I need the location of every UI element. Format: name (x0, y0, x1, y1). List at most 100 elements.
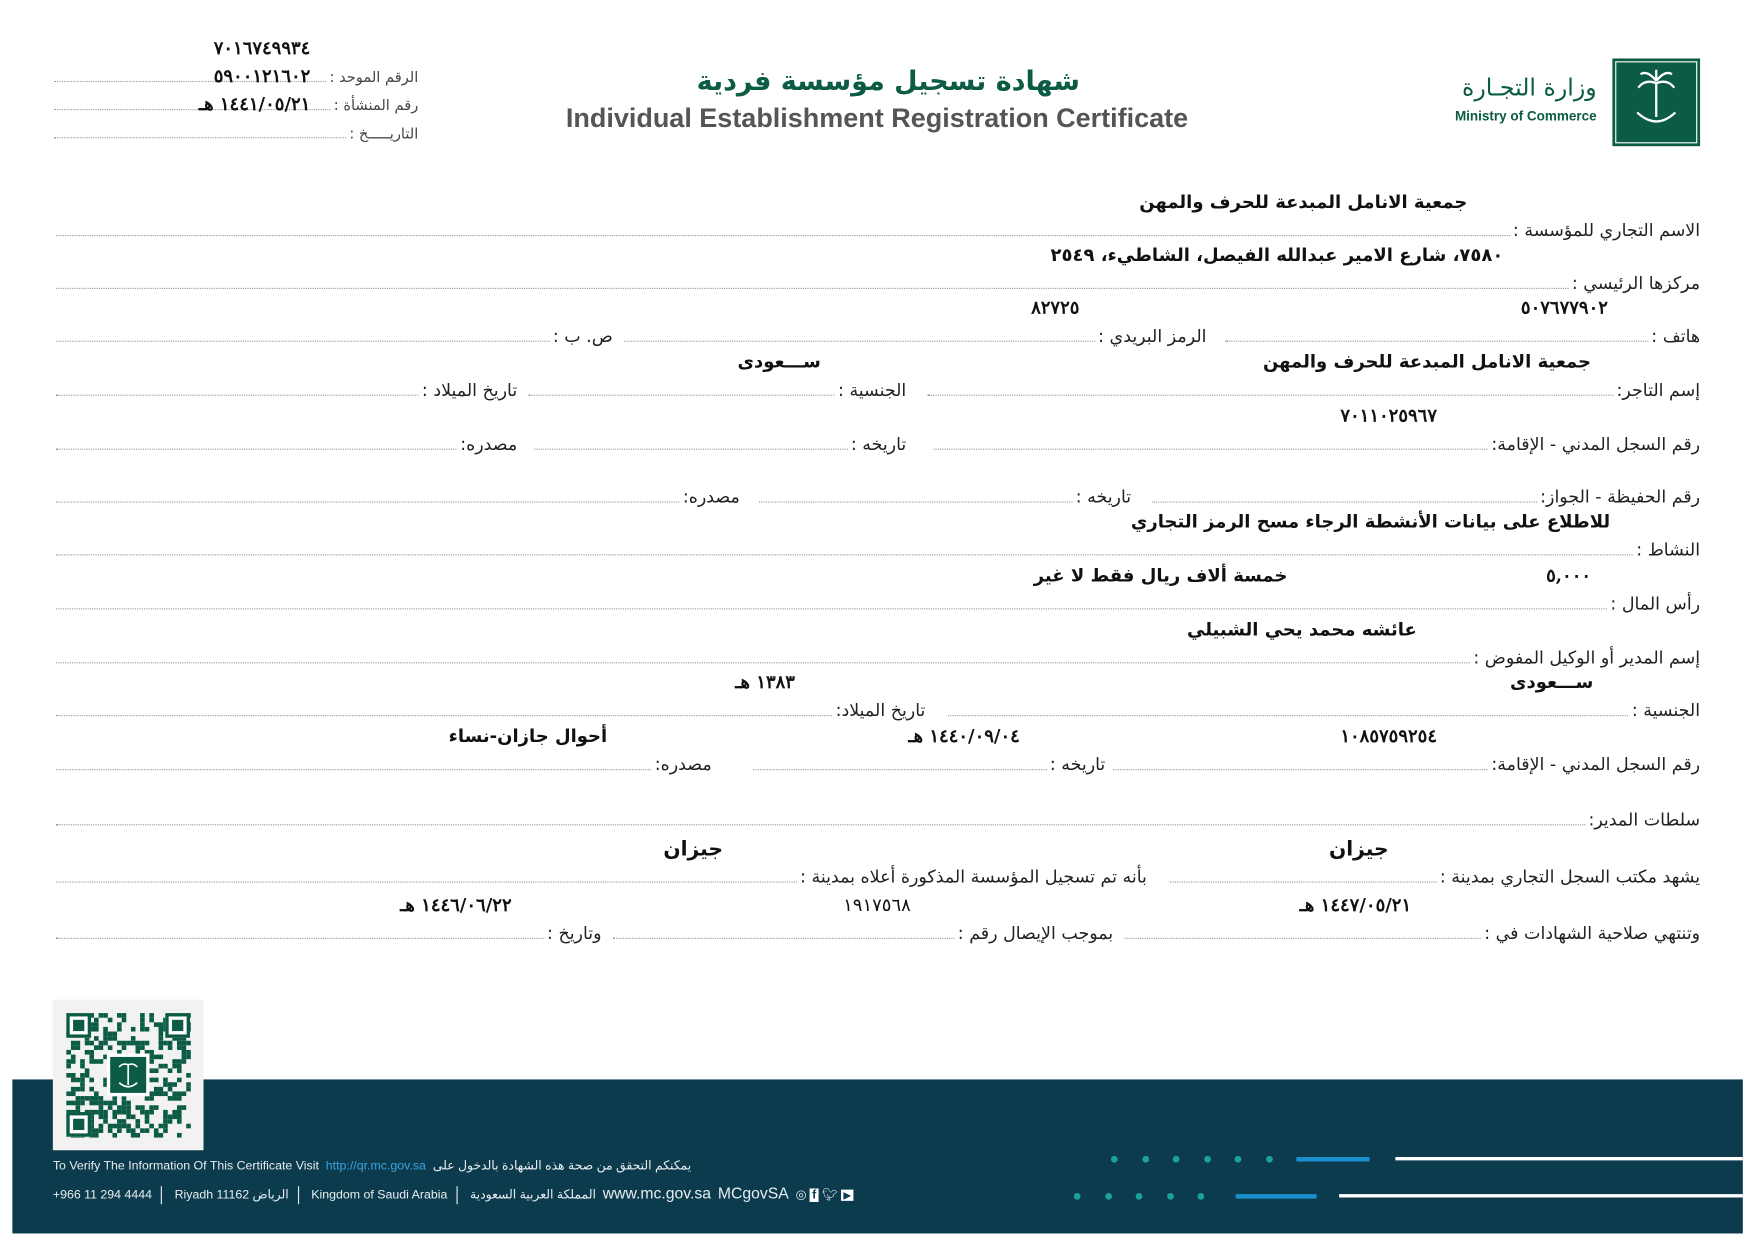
receipt-number-value: ١٩١٧٥٦٨ (843, 893, 911, 916)
unified-number-field: الرقم الموحد : ٧٠١٦٧٤٩٩٣٤ (53, 37, 419, 87)
footer-country-ar: المملكة العربية السعودية (469, 1188, 596, 1202)
manager-source-field: مصدره: أحوال جازان-نساء (56, 725, 712, 775)
establishment-number-label: رقم المنشأة : (333, 97, 419, 115)
verify-link[interactable]: http://qr.mc.gov.sa (325, 1159, 426, 1173)
twitter-icon[interactable]: 🐦︎ (821, 1188, 838, 1202)
receipt-date-label: وتاريخ : (547, 923, 602, 944)
birth-date-field: تاريخ الميلاد : (56, 378, 517, 400)
phone-value: ٥٠٧٦٧٧٩٠٢ (1520, 296, 1608, 319)
manager-nationality-value: ســـعودى (1509, 671, 1594, 693)
manager-powers-field: سلطات المدير: (56, 807, 1701, 830)
manager-civil-field: رقم السجل المدني - الإقامة: ١٠٨٥٧٥٩٢٥٤ (1113, 725, 1701, 775)
headquarters-field: مركزها الرئيسي : ٧٥٨٠، شارع الامير عبدال… (56, 244, 1701, 294)
civil-source-label: مصدره: (460, 434, 518, 455)
phone-label: هاتف : (1651, 326, 1701, 347)
manager-civil-date-value: ١٤٤٠/٠٩/٠٤ هـ (908, 725, 1020, 747)
manager-nationality-label: الجنسية : (1631, 700, 1701, 721)
phone-field: هاتف : ٥٠٧٦٧٧٩٠٢ (1225, 297, 1701, 347)
manager-birth-date-label: تاريخ الميلاد: (835, 700, 926, 721)
footer-phone: +966 11 294 4444 (52, 1188, 153, 1202)
manager-powers-label: سلطات المدير: (1588, 809, 1701, 830)
manager-name-label: إسم المدير أو الوكيل المفوض : (1473, 647, 1701, 668)
receipt-number-label: بموجب الإيصال رقم : (957, 923, 1114, 944)
manager-civil-value: ١٠٨٥٧٥٩٢٥٤ (1340, 725, 1437, 747)
manager-civil-date-label: تاريخه : (1049, 754, 1106, 775)
manager-birth-date-field: تاريخ الميلاد: ١٣٨٣ هـ (56, 671, 926, 721)
merchant-name-value: جمعية الانامل المبدعة للحرف والمهن (1262, 350, 1592, 373)
po-box-field: ص. ب : (56, 324, 613, 346)
expiry-date-label: وتنتهي صلاحية الشهادات في : (1484, 923, 1701, 944)
capital-field: رأس المال : ٥,٠٠٠ خمسة ألاف ريال فقط لا … (56, 564, 1701, 614)
registration-city-field: بأنه تم تسجيل المؤسسة المذكورة أعلاه بمد… (56, 838, 1147, 888)
footer-country-en: Kingdom of Saudi Arabia (311, 1188, 448, 1202)
postal-code-value: ٨٢٧٢٥ (1031, 296, 1080, 319)
establishment-number-value: ٥٩٠٠١٢١٦٠٢ (213, 65, 311, 87)
facebook-icon[interactable]: f (809, 1188, 819, 1202)
registration-city-value: جيزان (663, 837, 723, 862)
receipt-number-field: بموجب الإيصال رقم : ١٩١٧٥٦٨ (612, 894, 1114, 944)
title-arabic: شهادة تسجيل مؤسسة فردية (696, 65, 1080, 97)
postal-code-field: الرمز البريدي : ٨٢٧٢٥ (624, 297, 1207, 347)
passport-source-label: مصدره: (682, 486, 740, 508)
verify-text-english: To Verify The Information Of This Certif… (52, 1159, 319, 1173)
ministry-name-arabic: وزارة التجـارة (1461, 74, 1597, 102)
expiry-date-value: ١٤٤٧/٠٥/٢١ هـ (1299, 893, 1412, 916)
footer-band: To Verify The Information Of This Certif… (12, 1079, 1743, 1234)
merchant-name-field: إسم التاجر: جمعية الانامل المبدعة للحرف … (927, 351, 1701, 401)
civil-registry-value: ٧٠١١٠٢٥٩٦٧ (1340, 404, 1437, 427)
manager-source-label: مصدره: (654, 754, 712, 775)
passport-date-field: تاريخه : (758, 485, 1132, 508)
po-box-label: ص. ب : (552, 326, 613, 347)
civil-date-field: تاريخه : (534, 432, 906, 454)
postal-code-label: الرمز البريدي : (1098, 326, 1207, 347)
qr-code-icon (66, 1013, 191, 1138)
passport-date-label: تاريخه : (1075, 486, 1132, 508)
headquarters-label: مركزها الرئيسي : (1571, 273, 1701, 294)
civil-date-label: تاريخه : (850, 434, 907, 455)
passport-source-field: مصدره: (56, 485, 740, 507)
merchant-name-label: إسم التاجر: (1616, 380, 1701, 401)
trade-name-field: الاسم التجاري للمؤسسة : جمعية الانامل ال… (56, 191, 1701, 241)
capital-value: ٥,٠٠٠ (1546, 564, 1592, 586)
trade-name-value: جمعية الانامل المبدعة للحرف والمهن (1139, 191, 1468, 213)
ministry-name-english: Ministry of Commerce (1454, 107, 1597, 124)
manager-name-field: إسم المدير أو الوكيل المفوض : عائشه محمد… (56, 618, 1701, 668)
activity-label: النشاط : (1636, 539, 1701, 560)
title-english: Individual Establishment Registration Ce… (565, 103, 1189, 134)
manager-civil-label: رقم السجل المدني - الإقامة: (1491, 754, 1701, 775)
nationality-value: ســـعودى (737, 350, 821, 373)
manager-birth-date-value: ١٣٨٣ هـ (735, 671, 795, 693)
footer-handle: MCgovSA (717, 1183, 789, 1202)
ministry-logo-emblem-icon (1612, 58, 1701, 147)
expiry-date-field: وتنتهي صلاحية الشهادات في : ١٤٤٧/٠٥/٢١ ه… (1124, 894, 1701, 944)
qr-code (52, 999, 204, 1151)
birth-date-label: تاريخ الميلاد : (421, 380, 518, 401)
manager-source-value: أحوال جازان-نساء (448, 725, 608, 747)
activity-value: للاطلاع على بيانات الأنشطة الرجاء مسح ال… (1130, 510, 1611, 532)
manager-civil-date-field: تاريخه : ١٤٤٠/٠٩/٠٤ هـ (753, 725, 1106, 775)
instagram-icon[interactable]: ◎ (795, 1188, 807, 1202)
office-city-label: يشهد مكتب السجل التجاري بمدينة : (1439, 866, 1701, 888)
passport-label: رقم الحفيظة - الجواز: (1540, 486, 1701, 508)
footer-website[interactable]: www.mc.gov.sa (602, 1183, 711, 1202)
trade-name-label: الاسم التجاري للمؤسسة : (1512, 220, 1701, 241)
establishment-number-field: رقم المنشأة : ٥٩٠٠١٢١٦٠٢ (53, 65, 419, 115)
civil-source-field: مصدره: (56, 432, 517, 454)
footer-city: Riyadh 11162 الرياض (174, 1188, 289, 1202)
receipt-date-value: ١٤٤٦/٠٦/٢٢ هـ (400, 893, 512, 916)
issue-date-label: التاريـــــخ : (349, 125, 419, 143)
passport-field: رقم الحفيظة - الجواز: (1152, 485, 1701, 508)
capital-label: رأس المال : (1610, 593, 1701, 614)
capital-in-words: خمسة ألاف ريال فقط لا غير (1033, 564, 1288, 586)
nationality-field: الجنسية : ســـعودى (528, 351, 907, 401)
activity-field: النشاط : للاطلاع على بيانات الأنشطة الرج… (56, 510, 1701, 560)
unified-number-label: الرقم الموحد : (329, 69, 419, 87)
unified-number-value: ٧٠١٦٧٤٩٩٣٤ (213, 37, 311, 59)
nationality-label: الجنسية : (838, 380, 907, 401)
verify-text-arabic: يمكنكم التحقق من صحة هذه الشهادة بالدخول… (432, 1159, 692, 1173)
registration-city-label: بأنه تم تسجيل المؤسسة المذكورة أعلاه بمد… (800, 866, 1147, 888)
youtube-icon[interactable]: ▶ (841, 1189, 854, 1201)
headquarters-value: ٧٥٨٠، شارع الامير عبدالله الفيصل، الشاطي… (1050, 243, 1504, 266)
verify-text: To Verify The Information Of This Certif… (52, 1158, 692, 1173)
